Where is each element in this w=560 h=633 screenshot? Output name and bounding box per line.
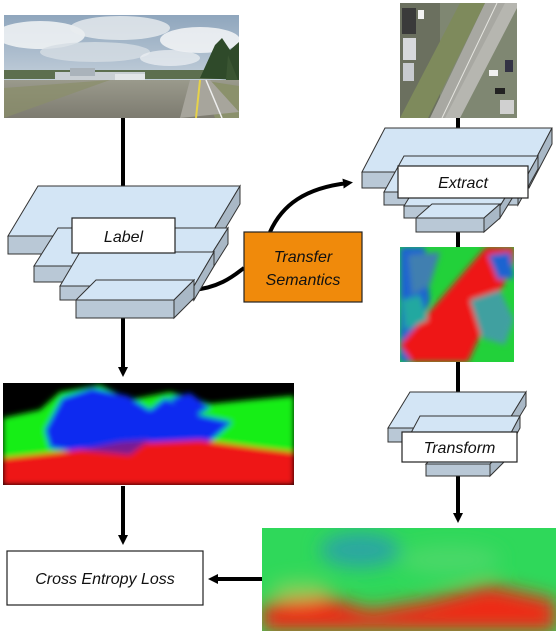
transform-network: Transform [387, 390, 527, 478]
ground-image [4, 15, 239, 118]
extract-node-box [397, 165, 529, 199]
label-node-text: Label [104, 229, 144, 246]
extract-node-text: Extract [438, 175, 488, 192]
label-network: Label [7, 184, 241, 320]
extract-network: Extract [361, 127, 553, 234]
transfer-semantics-line2: Semantics [266, 272, 341, 289]
aerial-image [400, 3, 517, 118]
label-node-box [71, 217, 176, 254]
cross-entropy-loss: Cross Entropy Loss [6, 550, 204, 606]
loss-text: Cross Entropy Loss [35, 571, 175, 588]
transfer-semantics-line1: Transfer [274, 249, 333, 266]
transfer-semantics: Transfer Semantics [243, 231, 363, 303]
aerial-feature-map [400, 247, 514, 362]
transfer-semantics-box [243, 231, 363, 303]
transformed-prediction-map [262, 528, 556, 631]
arrow-transfer-to-extract [268, 178, 353, 233]
loss-box [6, 550, 204, 606]
transform-node-box [401, 431, 518, 463]
ground-segmentation-map [3, 383, 294, 485]
transform-node-text: Transform [424, 440, 496, 457]
